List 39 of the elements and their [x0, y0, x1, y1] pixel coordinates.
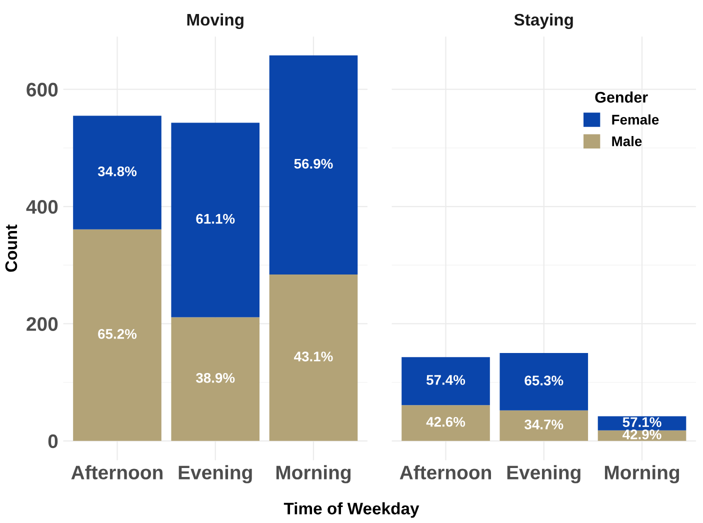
annotation: 34.7%: [524, 420, 564, 430]
x-tick-label: Evening: [178, 465, 252, 484]
x-tick-label: Morning: [276, 465, 351, 484]
y-tick-label: 0: [48, 434, 58, 448]
y-axis-title: Count: [5, 224, 18, 272]
bar: [171, 317, 260, 441]
annotation: 42.9%: [622, 430, 662, 440]
legend-label: Male: [612, 136, 642, 146]
bar: [73, 229, 162, 441]
x-tick-label: Evening: [507, 465, 580, 484]
legend-label: Female: [612, 114, 659, 125]
bar: [73, 116, 162, 230]
bar: [402, 357, 490, 406]
annotation: 57.4%: [426, 375, 466, 385]
chart-title: Staying: [514, 13, 573, 30]
y-tick-label: 400: [26, 200, 58, 214]
x-axis-title: Time of Weekday: [284, 502, 420, 518]
annotation: 61.1%: [196, 214, 235, 224]
legend-title: Gender: [595, 91, 648, 103]
annotation: 42.6%: [426, 416, 466, 427]
annotation: 38.9%: [196, 372, 235, 383]
bar: [500, 410, 588, 441]
bar: [500, 353, 588, 410]
annotation: 34.8%: [98, 166, 137, 176]
x-tick-label: Morning: [604, 465, 680, 484]
x-tick-label: Afternoon: [400, 465, 491, 480]
annotation: 56.9%: [294, 158, 333, 169]
annotation: 43.1%: [294, 352, 333, 362]
bar: [269, 55, 358, 274]
chart-title: Moving: [187, 13, 244, 30]
y-tick-label: 600: [26, 82, 58, 97]
bar: [269, 274, 358, 441]
annotation: 65.2%: [98, 329, 137, 339]
y-tick-label: 200: [26, 317, 58, 331]
bar: [402, 405, 490, 441]
annotation: 57.1%: [622, 417, 662, 428]
annotation: 65.3%: [524, 376, 564, 386]
bar: [171, 122, 260, 318]
x-tick-label: Afternoon: [71, 465, 162, 480]
